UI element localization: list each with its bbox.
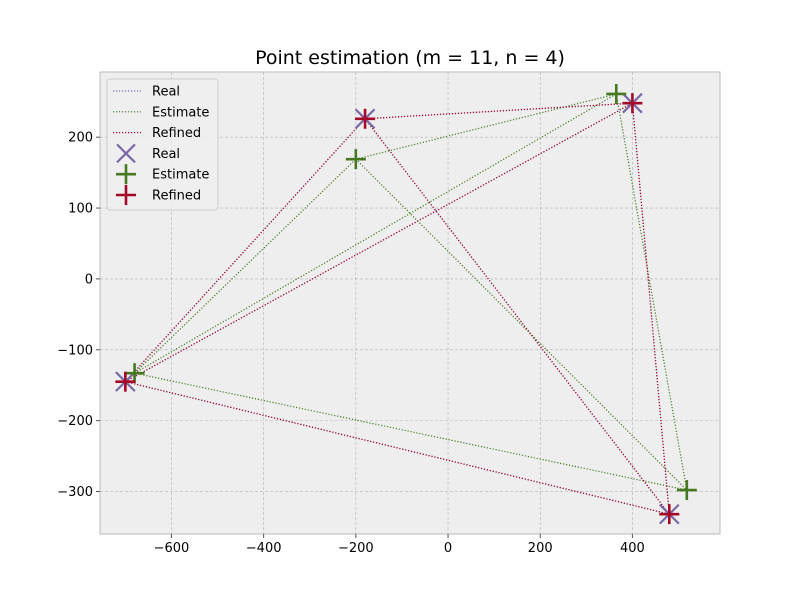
refined-point bbox=[622, 93, 643, 114]
legend-marker-estimate bbox=[116, 164, 136, 185]
estimate-point bbox=[124, 363, 145, 384]
estimate-edge bbox=[615, 93, 688, 491]
x-tick-label: 0 bbox=[444, 541, 452, 556]
legend-label-estimate-marker: Estimate bbox=[152, 168, 209, 183]
y-tick-label: −300 bbox=[57, 485, 93, 500]
edge-lines bbox=[124, 93, 688, 515]
legend-marker-refined bbox=[116, 185, 136, 205]
legend-label-estimate: Estimate bbox=[152, 105, 209, 120]
refined-point bbox=[355, 108, 376, 129]
estimate-point bbox=[606, 83, 627, 104]
refined-edge bbox=[364, 118, 670, 515]
y-axis-ticks: −300 −200 −100 0 100 200 bbox=[57, 131, 100, 500]
y-tick-label: 200 bbox=[68, 131, 93, 146]
x-tick-label: 400 bbox=[620, 541, 645, 556]
grid-lines bbox=[100, 72, 720, 534]
refined-edge bbox=[125, 381, 670, 515]
estimate-edge bbox=[355, 158, 688, 491]
estimate-edge bbox=[134, 372, 687, 491]
estimate-point bbox=[676, 480, 697, 501]
refined-edge bbox=[365, 102, 633, 120]
refined-point bbox=[659, 504, 680, 525]
x-axis-ticks: −600 −400 −200 0 200 400 bbox=[154, 534, 645, 556]
x-tick-label: −600 bbox=[154, 541, 190, 556]
y-tick-label: −100 bbox=[57, 343, 93, 358]
y-tick-label: −200 bbox=[57, 414, 93, 429]
x-tick-label: −200 bbox=[338, 541, 374, 556]
point-markers bbox=[115, 83, 697, 525]
legend-marker-real bbox=[116, 143, 136, 164]
x-tick-label: −400 bbox=[246, 541, 282, 556]
legend: Real Estimate Refined Real Estimate Refined bbox=[106, 78, 219, 211]
estimate-point bbox=[345, 149, 366, 170]
refined-edge bbox=[124, 118, 366, 383]
x-tick-label: 200 bbox=[528, 541, 553, 556]
legend-label-refined-marker: Refined bbox=[152, 189, 201, 204]
estimate-edge bbox=[134, 158, 357, 374]
legend-label-refined: Refined bbox=[152, 126, 201, 141]
y-tick-label: 100 bbox=[68, 202, 93, 217]
y-tick-label: 0 bbox=[85, 272, 93, 287]
legend-label-real: Real bbox=[152, 85, 180, 100]
chart-title: Point estimation (m = 11, n = 4) bbox=[255, 47, 565, 69]
refined-edge bbox=[125, 102, 633, 383]
refined-point bbox=[115, 371, 136, 392]
legend-label-real-marker: Real bbox=[152, 147, 180, 162]
